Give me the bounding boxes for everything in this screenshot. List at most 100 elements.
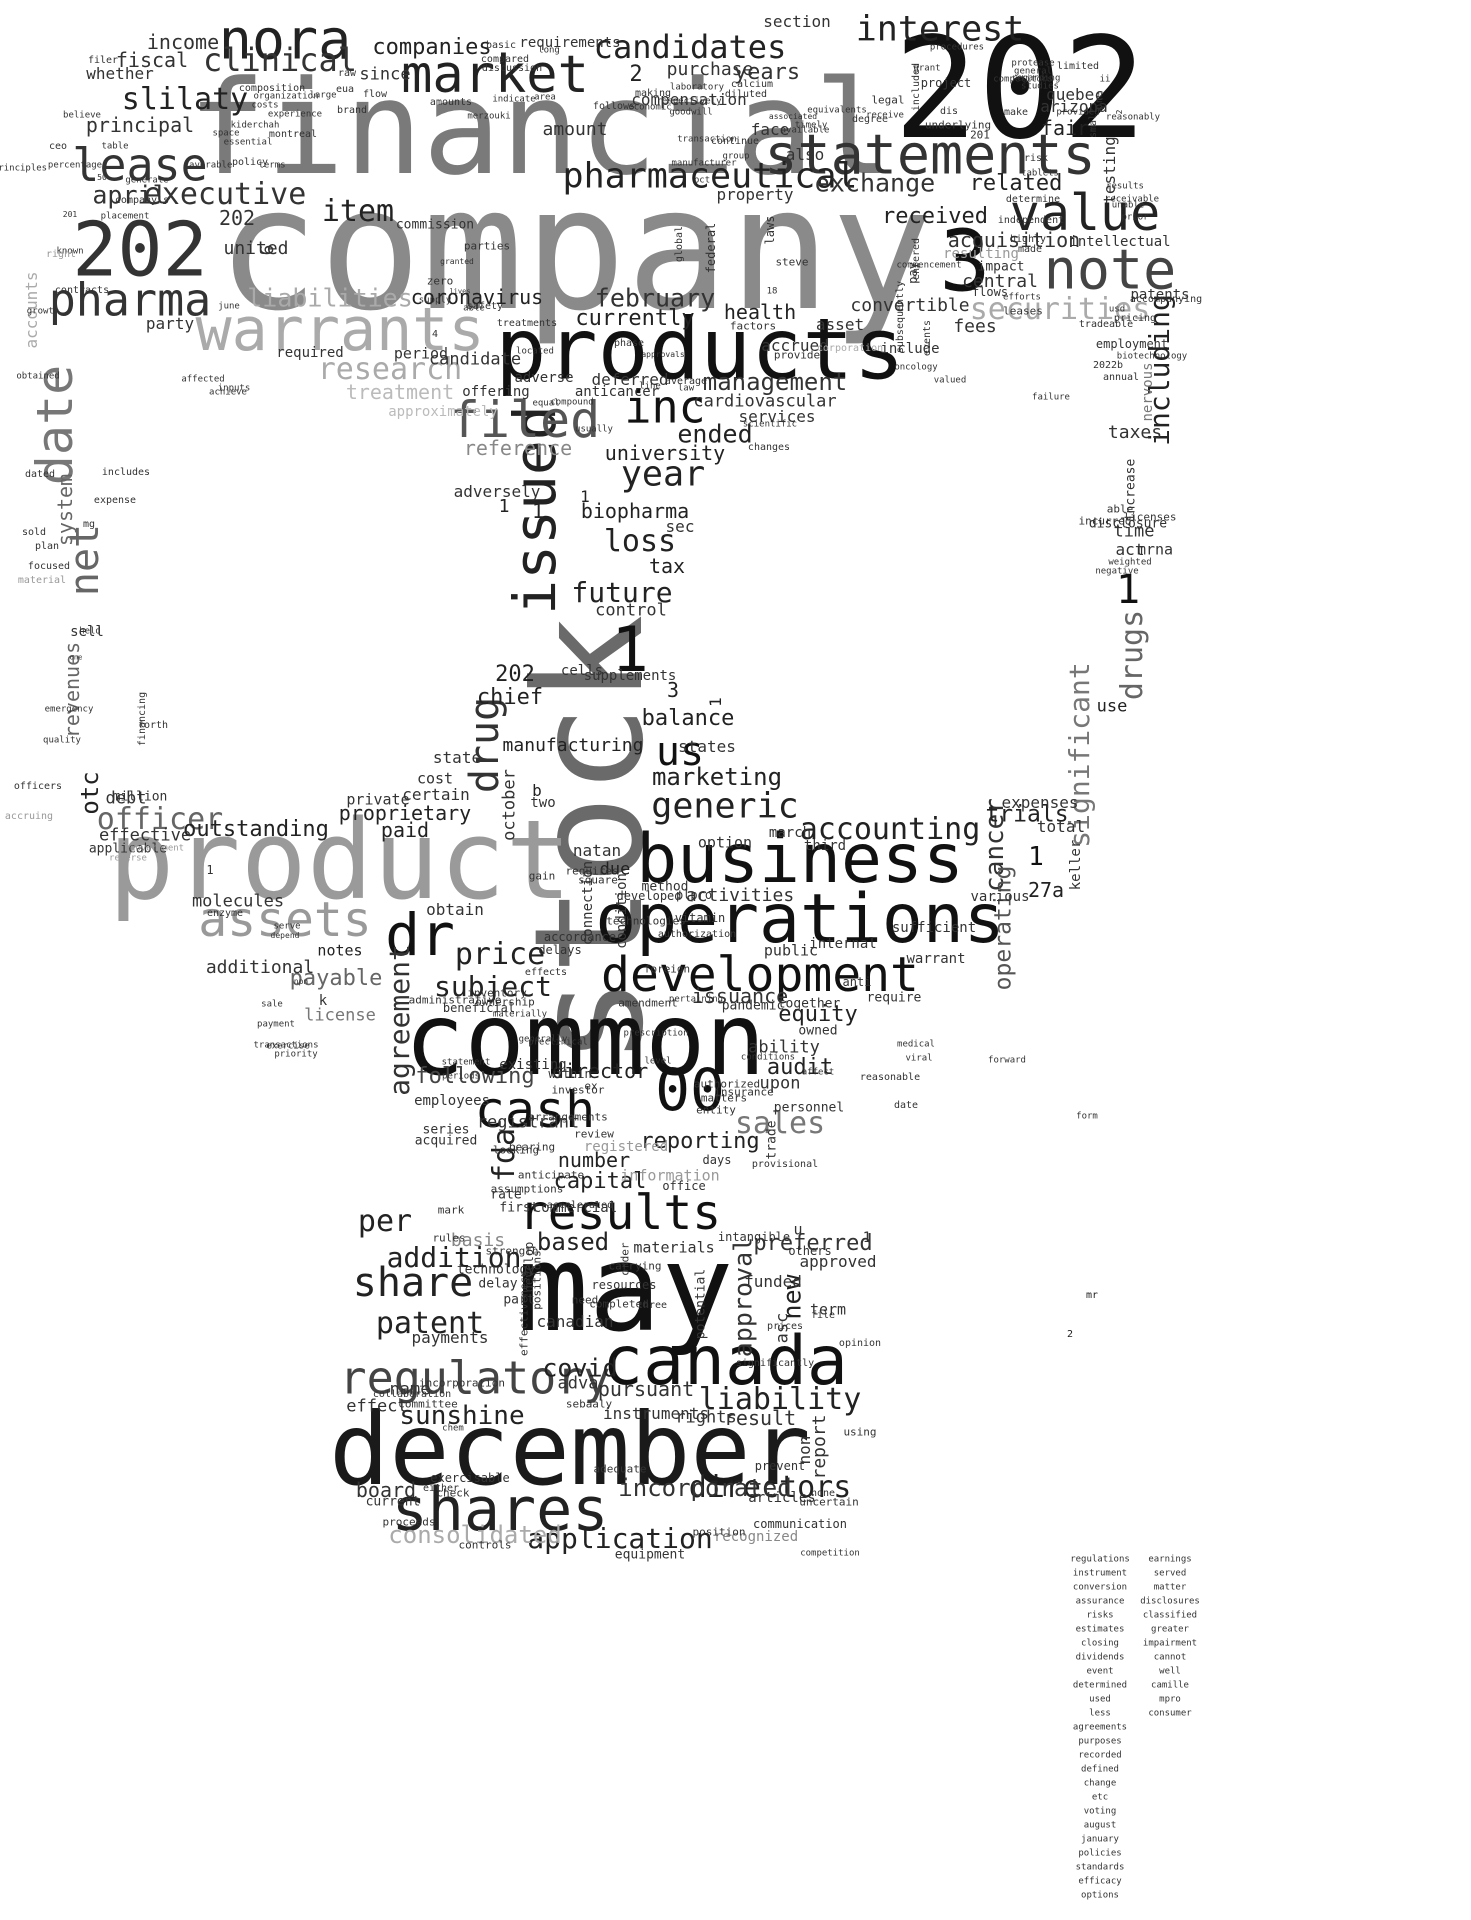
- cloud-word: uncertain: [799, 1495, 859, 1509]
- cloud-word: preclinical: [528, 1037, 588, 1048]
- cloud-word: located: [516, 346, 554, 357]
- cloud-word: laboratory: [669, 82, 725, 93]
- cloud-word: expenses: [1001, 793, 1079, 812]
- cloud-word: essential: [223, 137, 273, 148]
- cloud-word: subject: [433, 970, 553, 1003]
- cloud-word: executive: [143, 177, 307, 212]
- cloud-word: sec: [665, 517, 695, 536]
- cloud-word: result: [723, 1406, 797, 1430]
- cloud-word: sales: [734, 1106, 826, 1141]
- cloud-word: debt: [105, 788, 147, 809]
- cloud-word: quality: [43, 735, 81, 746]
- cloud-word: indicate: [492, 94, 536, 105]
- cloud-word: entered: [911, 237, 922, 281]
- cloud-word: matters: [700, 1091, 748, 1105]
- cloud-word: public: [763, 941, 819, 960]
- cloud-word: insurance: [714, 1085, 774, 1099]
- cloud-word: share: [352, 1260, 474, 1306]
- cloud-word: competitors: [993, 74, 1053, 85]
- cloud-word: able: [1106, 502, 1134, 516]
- cloud-word: opinion: [838, 1338, 882, 1349]
- cloud-word: canada: [602, 1322, 848, 1401]
- cloud-word: resulting: [943, 246, 1019, 262]
- cloud-word: internal: [809, 936, 877, 952]
- cloud-word: year: [620, 454, 706, 495]
- cloud-word: impairment: [1142, 1638, 1198, 1649]
- cloud-word: sale: [261, 999, 283, 1010]
- cloud-word: developed: [616, 889, 682, 903]
- cloud-word: equal: [532, 398, 560, 409]
- cloud-word: pharma: [48, 273, 212, 327]
- cloud-word: believe: [63, 110, 101, 121]
- cloud-word: making: [634, 88, 672, 99]
- cloud-word: used: [1089, 1694, 1111, 1705]
- cloud-word: exchange: [814, 168, 936, 198]
- cloud-word: reverse: [109, 853, 147, 864]
- cloud-word: npn: [293, 977, 309, 986]
- cloud-word: growth: [26, 306, 60, 317]
- cloud-word: material: [17, 575, 67, 586]
- cloud-word: etc: [1091, 1792, 1109, 1803]
- cloud-word: served: [1153, 1568, 1187, 1579]
- cloud-word: date: [893, 1100, 919, 1111]
- cloud-word: options: [1081, 1890, 1119, 1901]
- cloud-word: personnel: [773, 1100, 845, 1116]
- cloud-word: inc: [624, 380, 706, 434]
- cloud-word: quebec: [1046, 85, 1104, 104]
- cloud-word: product: [108, 796, 572, 924]
- cloud-word: periods: [442, 1071, 480, 1082]
- cloud-word: reasonably: [1105, 112, 1161, 123]
- cloud-word: authorization: [657, 929, 737, 940]
- cloud-word: regulatory: [339, 1351, 611, 1405]
- cloud-word: check: [436, 1486, 470, 1500]
- cloud-word: outstanding: [183, 817, 329, 842]
- cloud-word: plan: [34, 541, 60, 552]
- cloud-word: risks: [1086, 1610, 1114, 1621]
- cloud-word: arizona: [1040, 97, 1108, 116]
- cloud-word: basis: [450, 1230, 506, 1251]
- cloud-word: administrative: [408, 993, 502, 1007]
- cloud-word: 1: [580, 487, 590, 506]
- cloud-word: obtained: [16, 371, 60, 382]
- cloud-word: delays: [538, 943, 582, 957]
- cloud-word: instruments: [603, 1404, 709, 1423]
- cloud-word: mrna: [1136, 540, 1174, 559]
- cloud-word: space: [212, 128, 240, 139]
- cloud-word: mark: [437, 1203, 465, 1217]
- cloud-word: policy: [231, 157, 269, 168]
- cloud-word: chem: [442, 1423, 464, 1434]
- cloud-word: favorable: [183, 160, 233, 171]
- cloud-word: rate: [490, 1187, 522, 1203]
- cloud-word: equipment: [614, 1547, 686, 1563]
- cloud-word: provided: [1056, 107, 1100, 118]
- cloud-word: effectiveness: [517, 1269, 531, 1357]
- cloud-word: assurance: [1075, 1596, 1125, 1607]
- cloud-word: may: [516, 1220, 734, 1359]
- cloud-word: 3: [939, 212, 991, 312]
- cloud-word: additional: [205, 957, 315, 978]
- cloud-word: 2022b: [1092, 360, 1124, 371]
- cloud-word: 1: [706, 697, 725, 707]
- cloud-word: dividends: [1075, 1652, 1125, 1663]
- cloud-word: price: [454, 937, 546, 972]
- cloud-word: balance: [641, 706, 735, 731]
- cloud-word: well: [1159, 1666, 1181, 1677]
- cloud-word: area: [534, 92, 556, 103]
- cloud-word: delay: [478, 1276, 518, 1292]
- cloud-word: file: [810, 1310, 836, 1321]
- cloud-word: ceo: [48, 141, 68, 152]
- cloud-word: placement: [100, 211, 150, 222]
- cloud-word: dr: [385, 901, 455, 969]
- cloud-word: officer: [96, 802, 224, 837]
- cloud-word: unable: [1111, 200, 1145, 211]
- cloud-word: contracts: [54, 285, 110, 296]
- cloud-word: taxes: [1107, 422, 1163, 443]
- cloud-word: general: [1014, 66, 1052, 77]
- cloud-word: based: [536, 1228, 610, 1256]
- cloud-word: compensation: [631, 90, 747, 109]
- cloud-word: completed: [589, 1297, 649, 1311]
- cloud-word: require: [866, 990, 922, 1006]
- cloud-word: total: [1036, 817, 1086, 836]
- cloud-word: proprietary: [338, 801, 472, 825]
- cloud-word: principles: [0, 163, 48, 174]
